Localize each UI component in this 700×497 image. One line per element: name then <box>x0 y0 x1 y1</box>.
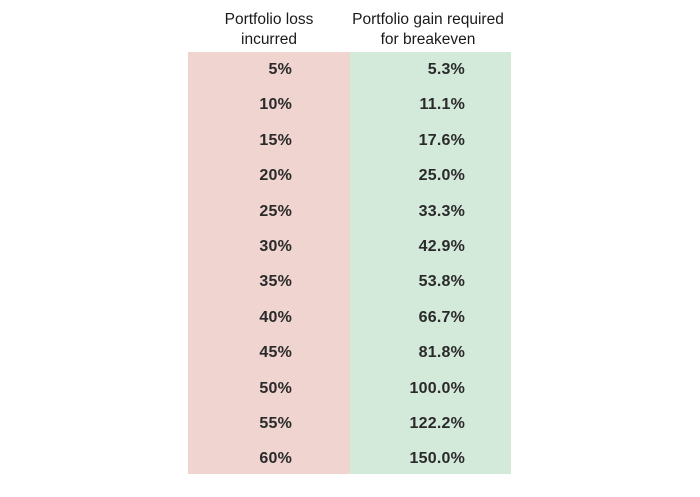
loss-cell: 35% <box>259 273 292 290</box>
loss-cell: 10% <box>259 96 292 113</box>
loss-cell: 15% <box>259 132 292 149</box>
loss-cell: 60% <box>259 450 292 467</box>
loss-cell: 55% <box>259 415 292 432</box>
loss-cell: 50% <box>259 380 292 397</box>
loss-cell: 45% <box>259 344 292 361</box>
loss-column: 5% 10% 15% 20% 25% 30% 35% 40% 45% 50% 55% 60% <box>188 52 350 474</box>
gain-cell: 66.7% <box>418 309 465 326</box>
loss-header-line-1: Portfolio loss <box>224 11 314 28</box>
gain-column: 5.3% 11.1% 17.6% 25.0% 33.3% 42.9% 53.8% 66.7% 8… <box>350 52 511 474</box>
loss-cell: 25% <box>259 203 292 220</box>
loss-column-header: Portfolio loss incurred <box>188 10 350 50</box>
loss-cell: 20% <box>259 167 292 184</box>
gain-cell: 53.8% <box>418 273 465 290</box>
gain-cell: 150.0% <box>409 450 465 467</box>
gain-cell: 81.8% <box>418 344 465 361</box>
gain-cell: 11.1% <box>419 96 465 113</box>
gain-header-line-2: for breakeven <box>380 31 476 48</box>
loss-cell: 30% <box>259 238 292 255</box>
gain-cell: 42.9% <box>418 238 465 255</box>
loss-cell: 40% <box>259 309 292 326</box>
gain-cell: 100.0% <box>409 380 465 397</box>
gain-cell: 33.3% <box>418 203 465 220</box>
loss-cell: 5% <box>268 61 292 78</box>
gain-cell: 122.2% <box>409 415 465 432</box>
loss-header-line-2: incurred <box>241 31 297 48</box>
gain-column-header: Portfolio gain required for breakeven <box>330 10 526 50</box>
gain-cell: 17.6% <box>418 132 465 149</box>
gain-cell: 25.0% <box>418 167 465 184</box>
gain-cell: 5.3% <box>427 61 465 78</box>
gain-header-line-1: Portfolio gain required <box>352 11 504 28</box>
